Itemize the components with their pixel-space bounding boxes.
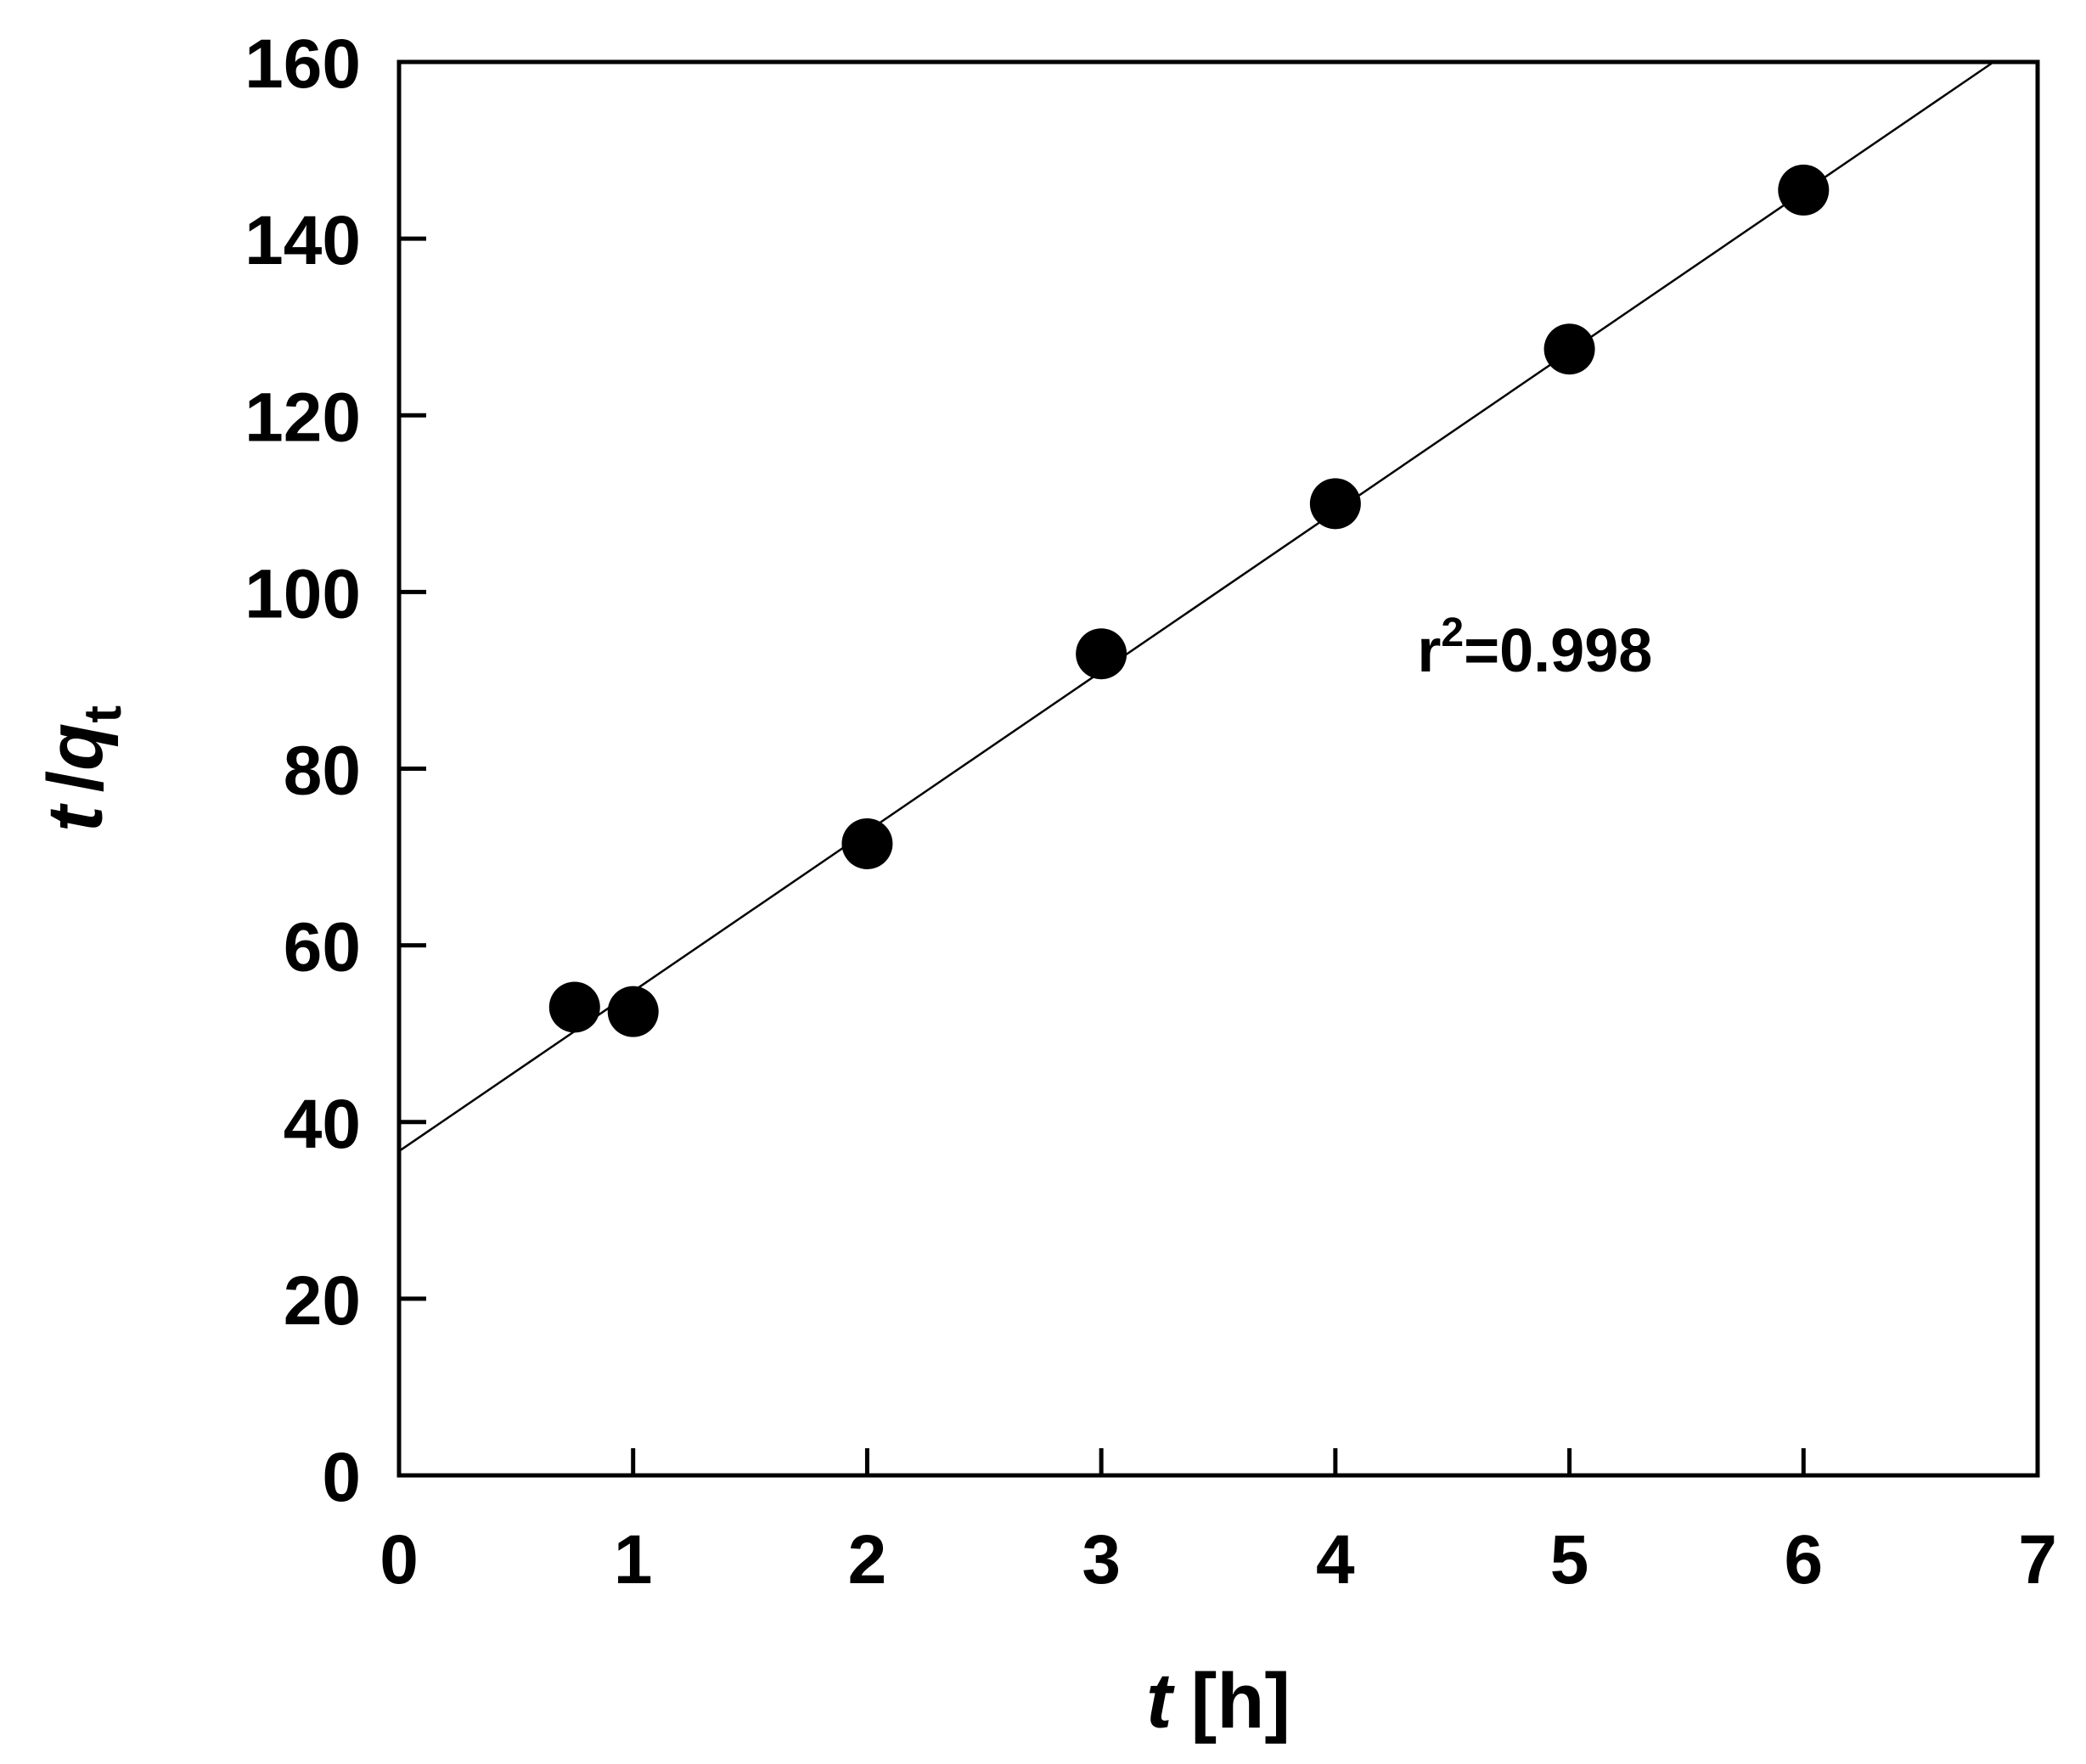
r-squared-base: r bbox=[1417, 617, 1441, 685]
y-axis-ticks bbox=[399, 59, 426, 1478]
x-tick-label: 5 bbox=[1550, 1521, 1589, 1598]
y-tick-label: 60 bbox=[284, 909, 361, 986]
data-point bbox=[841, 817, 893, 869]
x-tick-label: 7 bbox=[2018, 1521, 2057, 1598]
fit-line bbox=[398, 60, 1994, 1153]
y-tick-label: 140 bbox=[245, 202, 361, 279]
y-tick-label: 40 bbox=[284, 1086, 361, 1163]
x-axis-tick-labels: 0 1 2 3 4 5 6 7 bbox=[380, 1521, 2057, 1598]
x-tick-label: 0 bbox=[380, 1521, 419, 1598]
y-axis-tick-labels: 0 20 40 60 80 100 120 140 160 bbox=[245, 25, 361, 1516]
r-squared-exponent: 2 bbox=[1441, 610, 1464, 655]
x-tick-label: 1 bbox=[614, 1521, 653, 1598]
x-axis-title: t [h] bbox=[1146, 1658, 1290, 1744]
y-tick-label: 160 bbox=[245, 25, 361, 103]
y-axis-title-subscript: t bbox=[74, 705, 132, 723]
y-tick-label: 80 bbox=[284, 733, 361, 810]
x-axis-title-unit: [h] bbox=[1191, 1658, 1290, 1744]
data-point bbox=[1543, 323, 1595, 375]
data-point bbox=[548, 981, 600, 1033]
r-squared-value: =0.998 bbox=[1464, 617, 1652, 685]
data-point bbox=[1076, 628, 1127, 680]
y-axis-title-t: t bbox=[32, 803, 119, 832]
y-tick-label: 100 bbox=[245, 555, 361, 632]
x-tick-label: 4 bbox=[1316, 1521, 1355, 1598]
x-tick-label: 2 bbox=[848, 1521, 887, 1598]
plot-frame bbox=[396, 59, 2040, 1478]
x-tick-label: 3 bbox=[1082, 1521, 1121, 1598]
y-axis-title-q: q bbox=[32, 723, 119, 771]
y-tick-label: 120 bbox=[245, 379, 361, 456]
data-point bbox=[1309, 478, 1361, 530]
x-tick-label: 6 bbox=[1784, 1521, 1823, 1598]
y-tick-label: 20 bbox=[284, 1262, 361, 1340]
r-squared-annotation: r2=0.998 bbox=[1417, 610, 1652, 685]
data-point bbox=[1778, 164, 1830, 216]
data-point bbox=[607, 986, 659, 1037]
x-axis-title-variable: t bbox=[1146, 1658, 1175, 1744]
y-axis-title-slash: / bbox=[32, 771, 119, 793]
y-axis-title: t/qt bbox=[32, 705, 132, 832]
y-tick-label: 0 bbox=[322, 1439, 361, 1516]
data-points bbox=[548, 164, 1830, 1037]
x-axis-ticks bbox=[396, 1448, 2040, 1475]
